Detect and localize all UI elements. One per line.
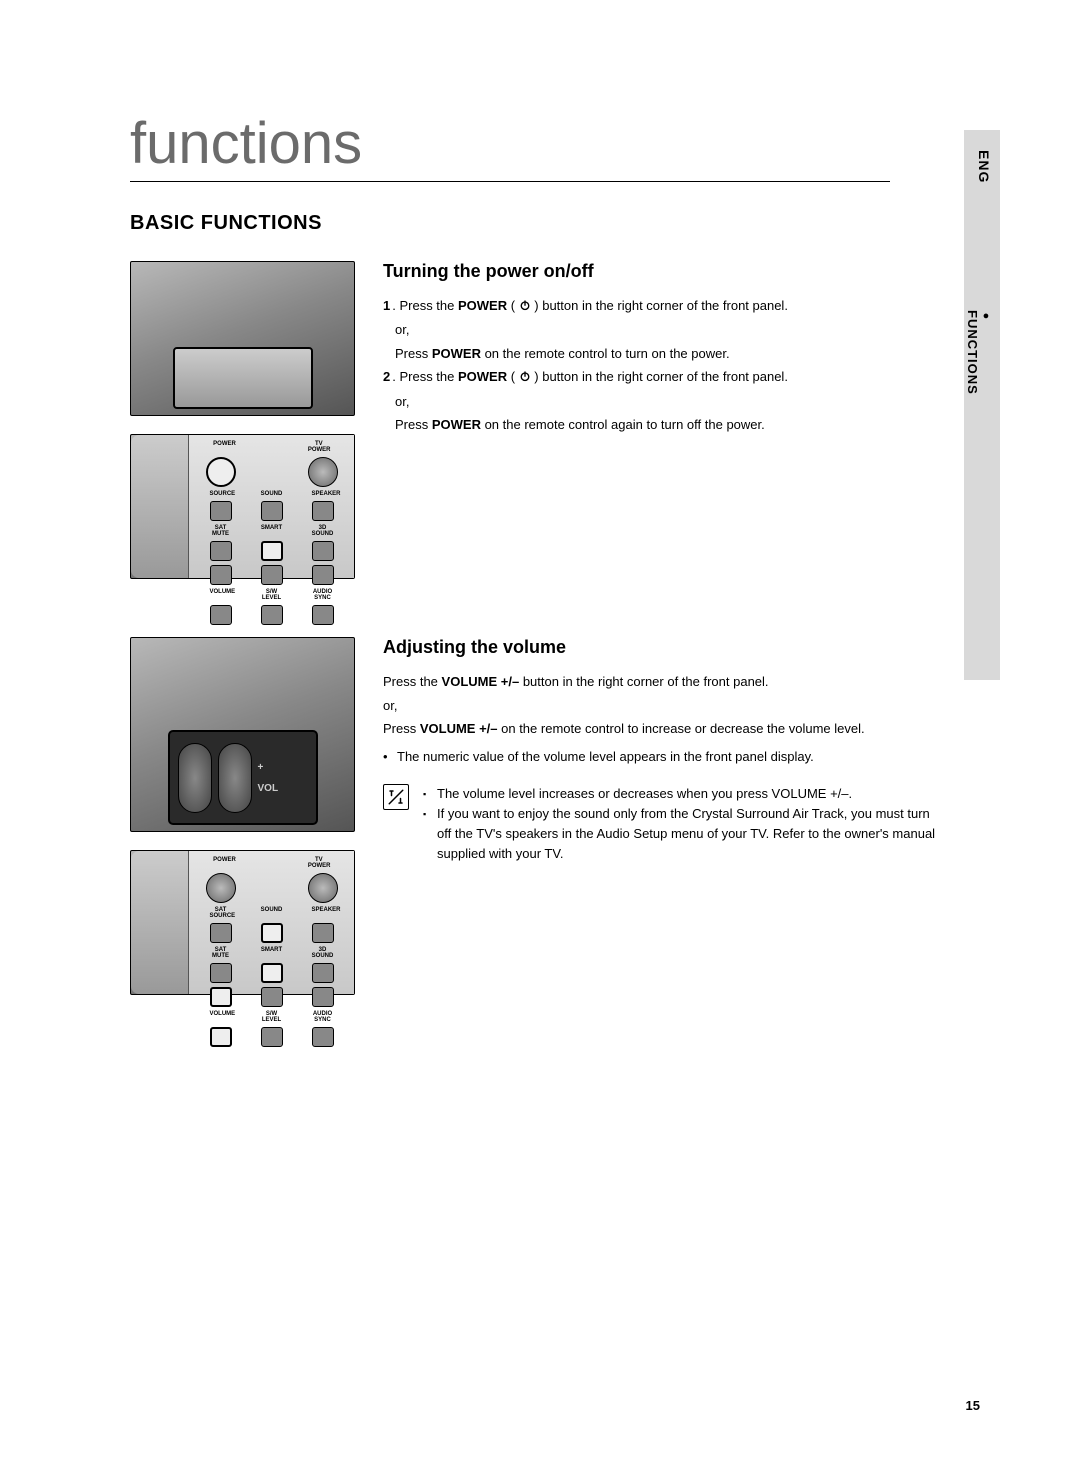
power-heading: Turning the power on/off (383, 261, 940, 282)
volume-or: or, (383, 696, 940, 716)
power-images: POWERTV POWER SOURCESOUNDSPEAKER SAT MUT… (130, 261, 355, 597)
page-title: functions (130, 110, 980, 177)
language-label: ENG (976, 150, 992, 183)
volume-images: + VOL POWERTV POWER SAT SOURCESOUNDSPEAK… (130, 637, 355, 1013)
volume-p2: Press VOLUME +/– on the remote control t… (383, 719, 940, 739)
power-step-1: 1 . Press the POWER ( ) button in the ri… (383, 296, 940, 316)
note-icon (383, 784, 409, 810)
volume-block: + VOL POWERTV POWER SAT SOURCESOUNDSPEAK… (130, 637, 980, 1013)
remote-volume-illustration: POWERTV POWER SAT SOURCESOUNDSPEAKER SAT… (130, 850, 355, 995)
volume-heading: Adjusting the volume (383, 637, 940, 658)
power-button-callout (173, 347, 313, 409)
power-step-2-or: or, (395, 392, 940, 412)
volume-note-2: If you want to enjoy the sound only from… (423, 804, 940, 864)
remote-power-button-highlight (206, 457, 236, 487)
front-panel-power-illustration (130, 261, 355, 416)
page-number: 15 (966, 1398, 980, 1413)
volume-notes: The volume level increases or decreases … (383, 784, 940, 865)
power-step-1-or: or, (395, 320, 940, 340)
volume-p1: Press the VOLUME +/– button in the right… (383, 672, 940, 692)
power-step-2-alt: Press POWER on the remote control again … (395, 415, 940, 435)
side-tab (964, 130, 1000, 680)
power-icon (519, 368, 531, 388)
power-text: Turning the power on/off 1 . Press the P… (383, 261, 980, 597)
volume-text: Adjusting the volume Press the VOLUME +/… (383, 637, 980, 1013)
power-step-1-alt: Press POWER on the remote control to tur… (395, 344, 940, 364)
manual-page: ENG FUNCTIONS functions BASIC FUNCTIONS … (0, 0, 1080, 1473)
chapter-label: FUNCTIONS (965, 310, 992, 395)
power-block: POWERTV POWER SOURCESOUNDSPEAKER SAT MUT… (130, 261, 980, 597)
volume-note-1: The volume level increases or decreases … (423, 784, 940, 804)
volume-bullets: The numeric value of the volume level ap… (383, 747, 940, 767)
remote-power-illustration: POWERTV POWER SOURCESOUNDSPEAKER SAT MUT… (130, 434, 355, 579)
section-heading: BASIC FUNCTIONS (130, 212, 980, 235)
remote-volume-button-highlight (261, 963, 283, 983)
title-rule (130, 181, 890, 182)
volume-button-callout: + VOL (168, 730, 318, 825)
volume-bullet-1: The numeric value of the volume level ap… (383, 747, 940, 767)
front-panel-volume-illustration: + VOL (130, 637, 355, 832)
power-icon (519, 297, 531, 317)
power-step-2: 2 . Press the POWER ( ) button in the ri… (383, 367, 940, 387)
